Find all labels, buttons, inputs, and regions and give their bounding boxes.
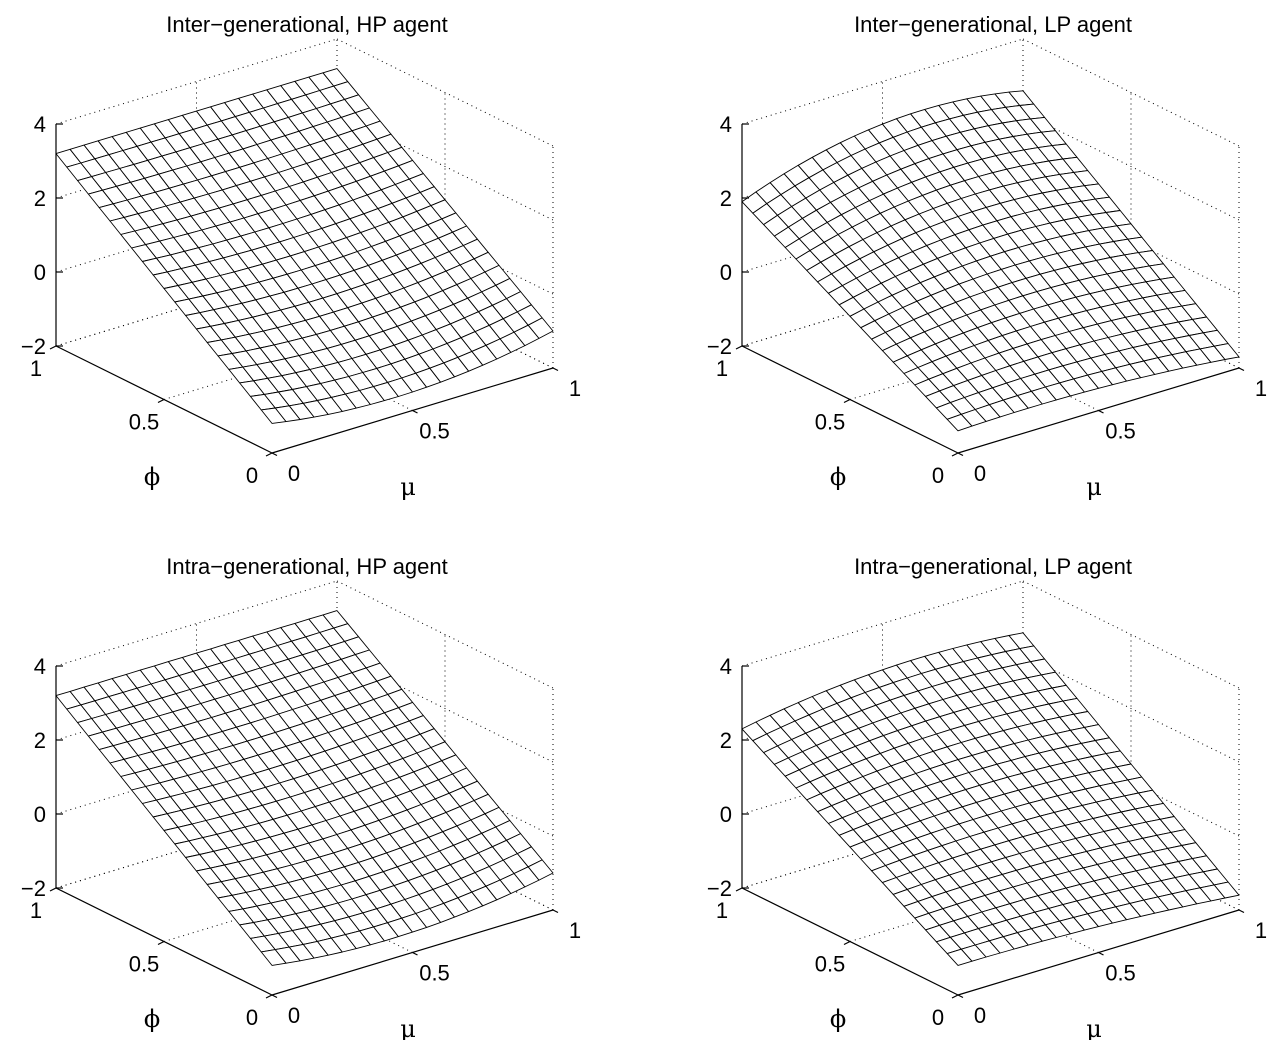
phi-tick [157, 940, 165, 946]
z-tick-label: 4 [720, 112, 732, 137]
z-tick-label: −2 [21, 334, 46, 359]
mu-tick-label: 1 [1255, 376, 1267, 401]
phi-tick [951, 994, 959, 999]
phi-tick [843, 940, 851, 946]
mu-tick-label: 0 [974, 461, 986, 486]
z-tick-label: 2 [34, 186, 46, 211]
chart-title: Inter−generational, HP agent [166, 12, 448, 37]
surface-mesh [741, 632, 1240, 966]
mesh-cell [1213, 881, 1240, 899]
phi-tick-label: 0.5 [815, 952, 846, 977]
z-tick-label: 0 [720, 260, 732, 285]
axes [49, 665, 559, 999]
panel-4: Intra−generational, LP agent −2 0 2 4 0 0.5 1 0 0… [707, 554, 1267, 1040]
phi-tick-label: 0 [246, 463, 258, 488]
phi-axis-label: ϕ [144, 463, 160, 491]
mesh-cell [527, 859, 554, 881]
phi-axis-label: ϕ [830, 463, 846, 491]
panel-2: Inter−generational, LP agent −2 0 2 4 0 0.5 1 0 0… [707, 12, 1267, 501]
z-tick-label: 4 [720, 654, 732, 679]
mesh-cell [1213, 343, 1240, 360]
mesh-cell [527, 317, 554, 339]
z-tick-label: 4 [34, 654, 46, 679]
z-tick-label: 0 [34, 260, 46, 285]
z-tick-label: 2 [720, 186, 732, 211]
surface-mesh [55, 610, 554, 966]
phi-tick-label: 1 [30, 356, 42, 381]
mu-tick [1238, 909, 1245, 914]
phi-axis-label: ϕ [830, 1005, 846, 1033]
phi-tick [49, 887, 57, 892]
panel-1: Inter−generational, HP agent −2 0 2 4 0 0.5 1 0 0… [21, 12, 581, 501]
phi-tick [157, 398, 165, 404]
phi-tick [265, 994, 273, 999]
chart-title: Inter−generational, LP agent [854, 12, 1132, 37]
phi-tick-label: 0 [246, 1005, 258, 1030]
mu-tick-label: 0 [288, 461, 300, 486]
axes [735, 665, 1245, 999]
phi-tick [735, 887, 743, 892]
phi-tick [843, 398, 851, 404]
mu-tick [1098, 951, 1104, 956]
chart-title: Intra−generational, HP agent [166, 554, 448, 579]
grid-line [336, 38, 554, 147]
phi-tick [735, 345, 743, 350]
mu-tick [957, 452, 964, 457]
mu-axis-label: μ [400, 1015, 416, 1040]
phi-tick [951, 452, 959, 457]
mu-tick-label: 0.5 [419, 419, 450, 444]
z-tick-label: 2 [720, 728, 732, 753]
grid-line [1022, 654, 1240, 763]
grid-line [1022, 112, 1240, 221]
phi-tick-label: 0.5 [815, 410, 846, 435]
chart-title: Intra−generational, LP agent [854, 554, 1132, 579]
mu-tick [412, 951, 418, 956]
phi-tick-label: 1 [716, 356, 728, 381]
phi-tick [49, 345, 57, 350]
mu-tick-label: 1 [1255, 918, 1267, 943]
phi-tick-label: 0 [932, 1005, 944, 1030]
mu-axis-label: μ [400, 473, 416, 501]
axes [49, 123, 559, 457]
z-tick-label: −2 [707, 876, 732, 901]
phi-tick-label: 0.5 [129, 410, 160, 435]
surface-mesh [55, 68, 554, 424]
mu-tick [271, 994, 278, 999]
phi-tick-label: 0 [932, 463, 944, 488]
phi-axis-label: ϕ [144, 1005, 160, 1033]
panel-3: Intra−generational, HP agent −2 0 2 4 0 0.5 1 0 0… [21, 554, 581, 1040]
grid-line [1022, 38, 1240, 147]
mu-tick-label: 0.5 [1105, 419, 1136, 444]
grid-line [1022, 580, 1240, 689]
mu-axis-label: μ [1086, 1015, 1102, 1040]
mu-tick [1238, 367, 1245, 372]
mu-tick [552, 909, 559, 914]
z-tick-label: 4 [34, 112, 46, 137]
mu-tick [412, 409, 418, 414]
surface-mesh [741, 90, 1240, 432]
z-tick-label: 2 [34, 728, 46, 753]
z-tick-label: 0 [34, 802, 46, 827]
grid-line [336, 580, 554, 689]
phi-tick-label: 1 [716, 898, 728, 923]
mu-tick-label: 0.5 [419, 961, 450, 986]
phi-tick-label: 1 [30, 898, 42, 923]
z-tick-label: −2 [707, 334, 732, 359]
phi-tick-label: 0.5 [129, 952, 160, 977]
axes [735, 123, 1245, 457]
mu-tick-label: 0 [974, 1003, 986, 1028]
mu-tick-label: 1 [569, 918, 581, 943]
mu-tick [271, 452, 278, 457]
mu-axis-label: μ [1086, 473, 1102, 501]
phi-tick [265, 452, 273, 457]
mu-tick [552, 367, 559, 372]
mu-tick [1098, 409, 1104, 414]
mu-tick-label: 0.5 [1105, 961, 1136, 986]
mu-tick-label: 1 [569, 376, 581, 401]
z-tick-label: −2 [21, 876, 46, 901]
mu-tick-label: 0 [288, 1003, 300, 1028]
z-tick-label: 0 [720, 802, 732, 827]
mu-tick [957, 994, 964, 999]
